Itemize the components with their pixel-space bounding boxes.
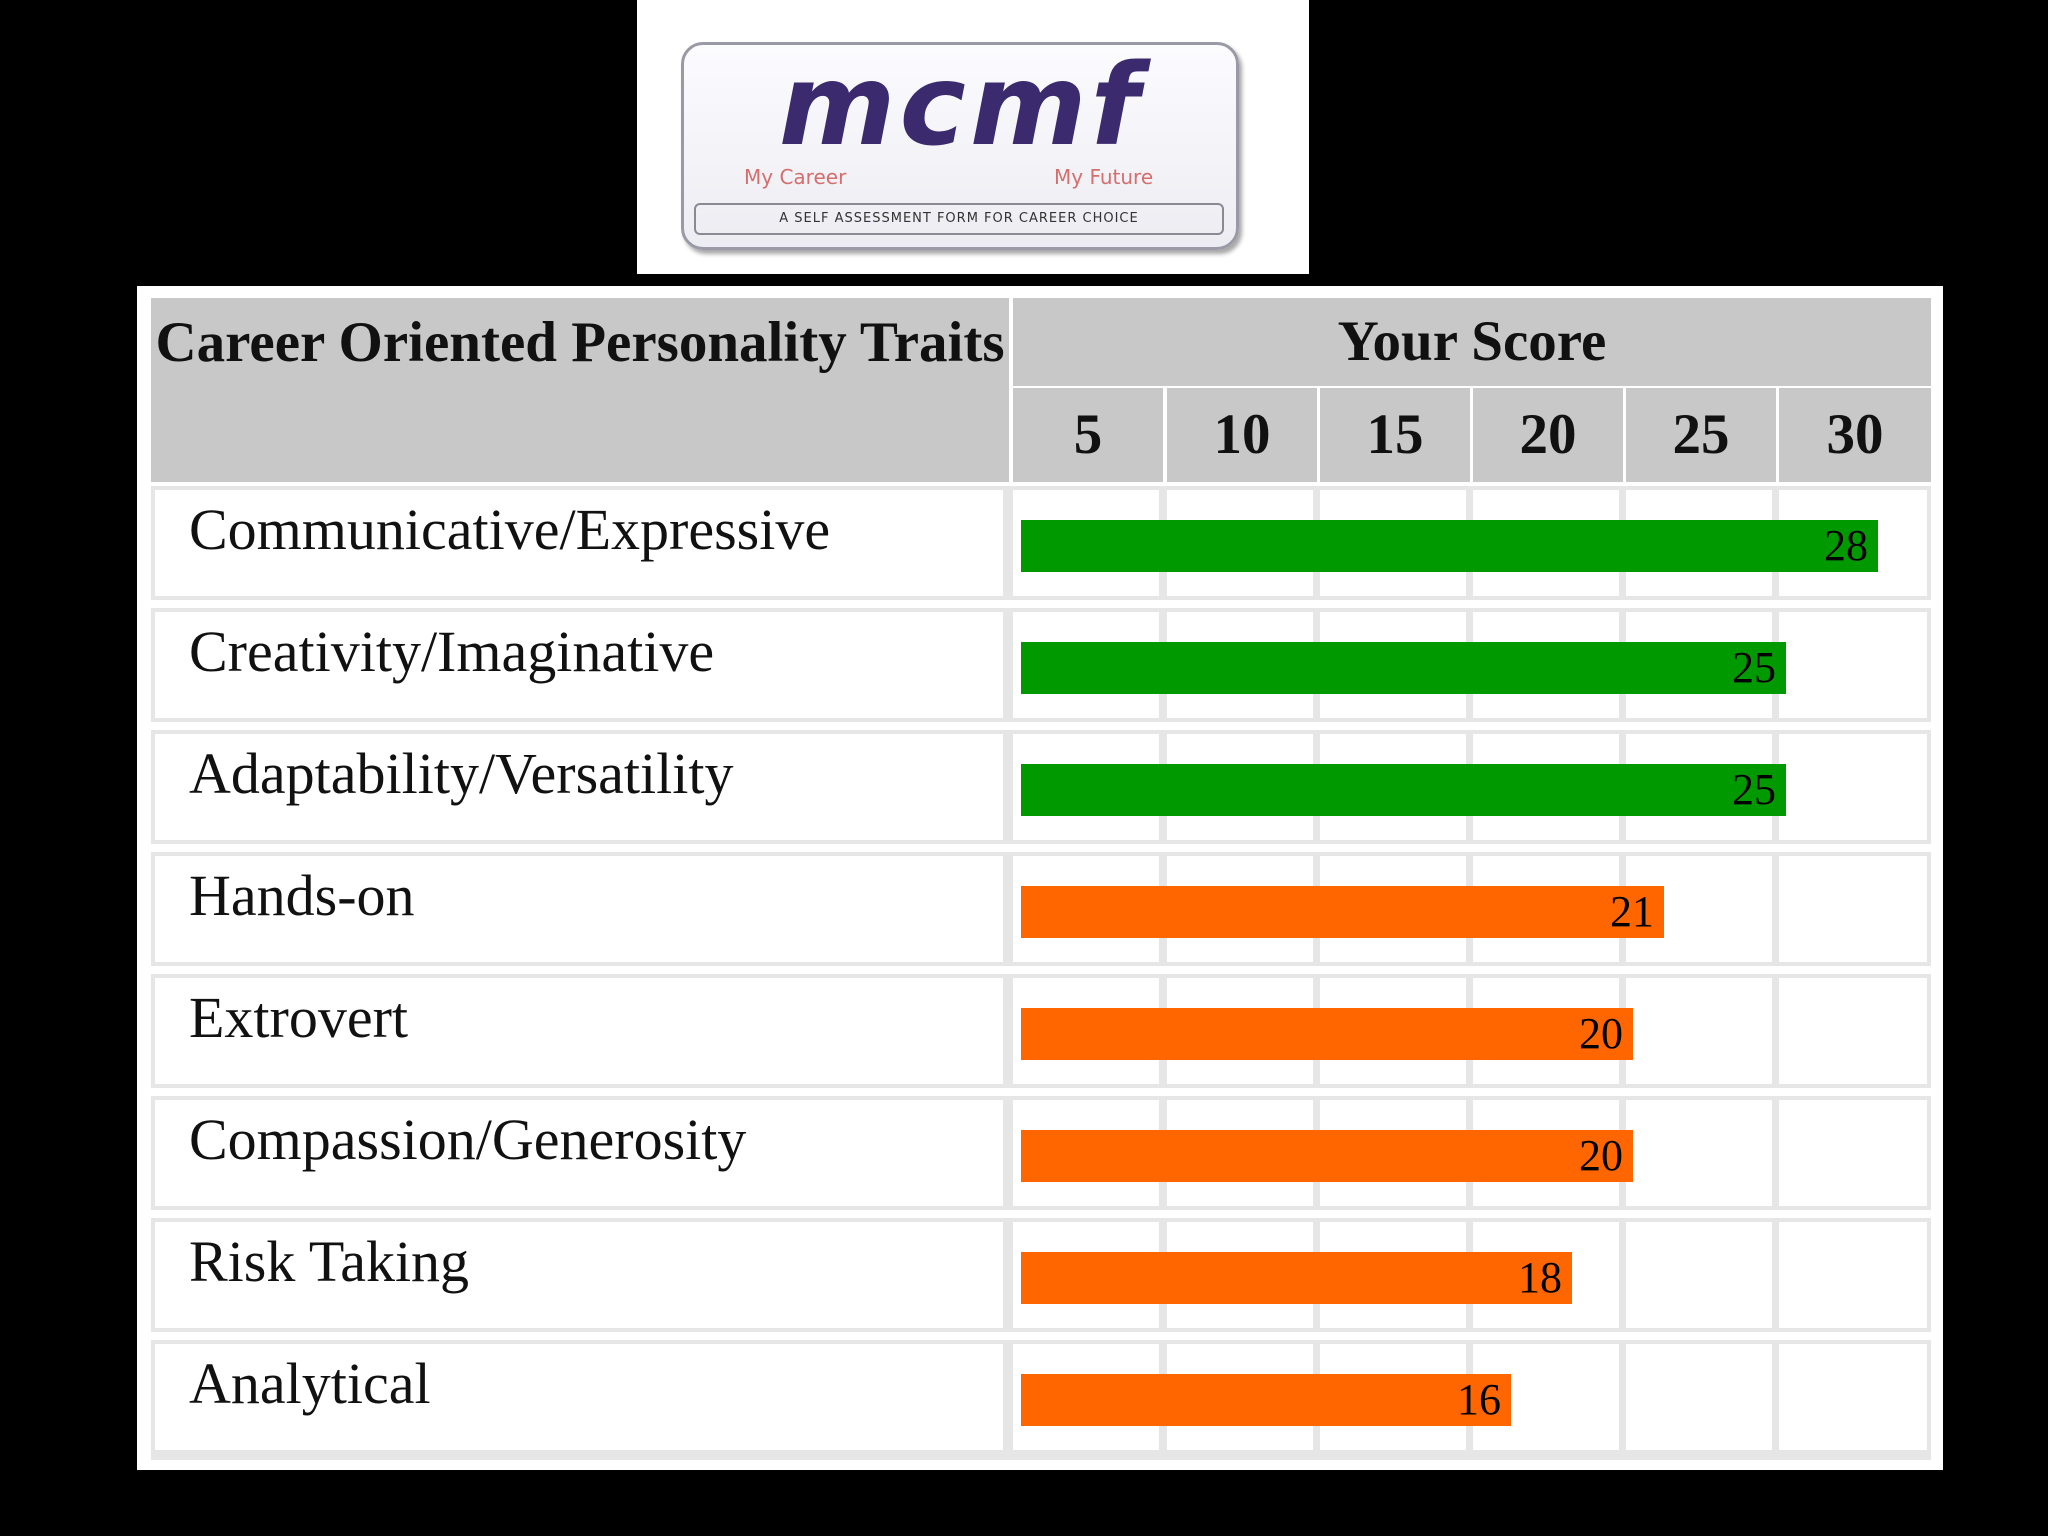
score-value-label: 25 — [1732, 764, 1776, 816]
score-bar: 20 — [1021, 1130, 1633, 1182]
logo-panel: mcmf My Career My Future A SELF ASSESSME… — [637, 0, 1309, 274]
grid-cell — [1779, 1222, 1927, 1328]
grid-cell — [1626, 978, 1772, 1084]
trait-label: Adaptability/Versatility — [189, 734, 733, 814]
trait-label: Analytical — [189, 1344, 431, 1424]
table-row: Communicative/Expressive 28 — [151, 486, 1931, 600]
trait-label: Risk Taking — [189, 1222, 469, 1302]
trait-label: Creativity/Imaginative — [189, 612, 714, 692]
grid-cell — [1779, 856, 1927, 962]
tick-label-10: 10 — [1167, 388, 1317, 482]
logo-subtitle-left: My Career — [744, 165, 846, 189]
score-value-label: 21 — [1610, 886, 1654, 938]
trait-cell: Hands-on — [155, 856, 1003, 962]
grid-cell — [1626, 1100, 1772, 1206]
tick-label-15: 15 — [1320, 388, 1470, 482]
logo-tagline: A SELF ASSESSMENT FORM FOR CAREER CHOICE — [694, 203, 1224, 235]
grid-cell — [1626, 1344, 1772, 1450]
trait-cell: Risk Taking — [155, 1222, 1003, 1328]
tick-label-30: 30 — [1779, 388, 1931, 482]
trait-label: Hands-on — [189, 856, 415, 936]
grid-cell — [1779, 978, 1927, 1084]
score-bar: 18 — [1021, 1252, 1572, 1304]
score-value-label: 25 — [1732, 642, 1776, 694]
mcmf-logo: mcmf My Career My Future A SELF ASSESSME… — [681, 42, 1239, 250]
score-bar: 20 — [1021, 1008, 1633, 1060]
grid-cell — [1779, 1344, 1927, 1450]
score-bar: 16 — [1021, 1374, 1511, 1426]
score-bar: 25 — [1021, 764, 1786, 816]
logo-subtitle-right: My Future — [1054, 165, 1153, 189]
table-row: Risk Taking 18 — [151, 1218, 1931, 1332]
trait-label: Communicative/Expressive — [189, 490, 830, 570]
score-bar: 21 — [1021, 886, 1664, 938]
trait-cell: Analytical — [155, 1344, 1003, 1450]
score-value-label: 16 — [1457, 1374, 1501, 1426]
table-row: Analytical 16 — [151, 1340, 1931, 1454]
logo-wordmark: mcmf — [706, 51, 1216, 161]
tick-label-5: 5 — [1013, 388, 1163, 482]
trait-label: Extrovert — [189, 978, 408, 1058]
trait-label: Compassion/Generosity — [189, 1100, 746, 1180]
score-bar: 28 — [1021, 520, 1878, 572]
table-row: Creativity/Imaginative 25 — [151, 608, 1931, 722]
trait-cell: Extrovert — [155, 978, 1003, 1084]
score-value-label: 20 — [1579, 1008, 1623, 1060]
score-value-label: 28 — [1824, 520, 1868, 572]
table-row: Compassion/Generosity 20 — [151, 1096, 1931, 1210]
grid-cell — [1626, 1222, 1772, 1328]
grid-cell — [1779, 734, 1927, 840]
trait-cell: Adaptability/Versatility — [155, 734, 1003, 840]
trait-cell: Communicative/Expressive — [155, 490, 1003, 596]
tick-label-25: 25 — [1626, 388, 1776, 482]
tick-label-20: 20 — [1473, 388, 1623, 482]
traits-column-header: Career Oriented Personality Traits — [151, 298, 1009, 482]
table-row: Extrovert 20 — [151, 974, 1931, 1088]
score-table: Career Oriented Personality Traits Your … — [137, 286, 1943, 1470]
grid-cell — [1779, 612, 1927, 718]
score-column-header: Your Score — [1013, 298, 1931, 386]
trait-cell: Compassion/Generosity — [155, 1100, 1003, 1206]
score-value-label: 20 — [1579, 1130, 1623, 1182]
table-row: Hands-on 21 — [151, 852, 1931, 966]
table-bottom-border — [151, 1454, 1931, 1460]
table-row: Adaptability/Versatility 25 — [151, 730, 1931, 844]
score-value-label: 18 — [1518, 1252, 1562, 1304]
score-bar: 25 — [1021, 642, 1786, 694]
trait-cell: Creativity/Imaginative — [155, 612, 1003, 718]
grid-cell — [1779, 1100, 1927, 1206]
